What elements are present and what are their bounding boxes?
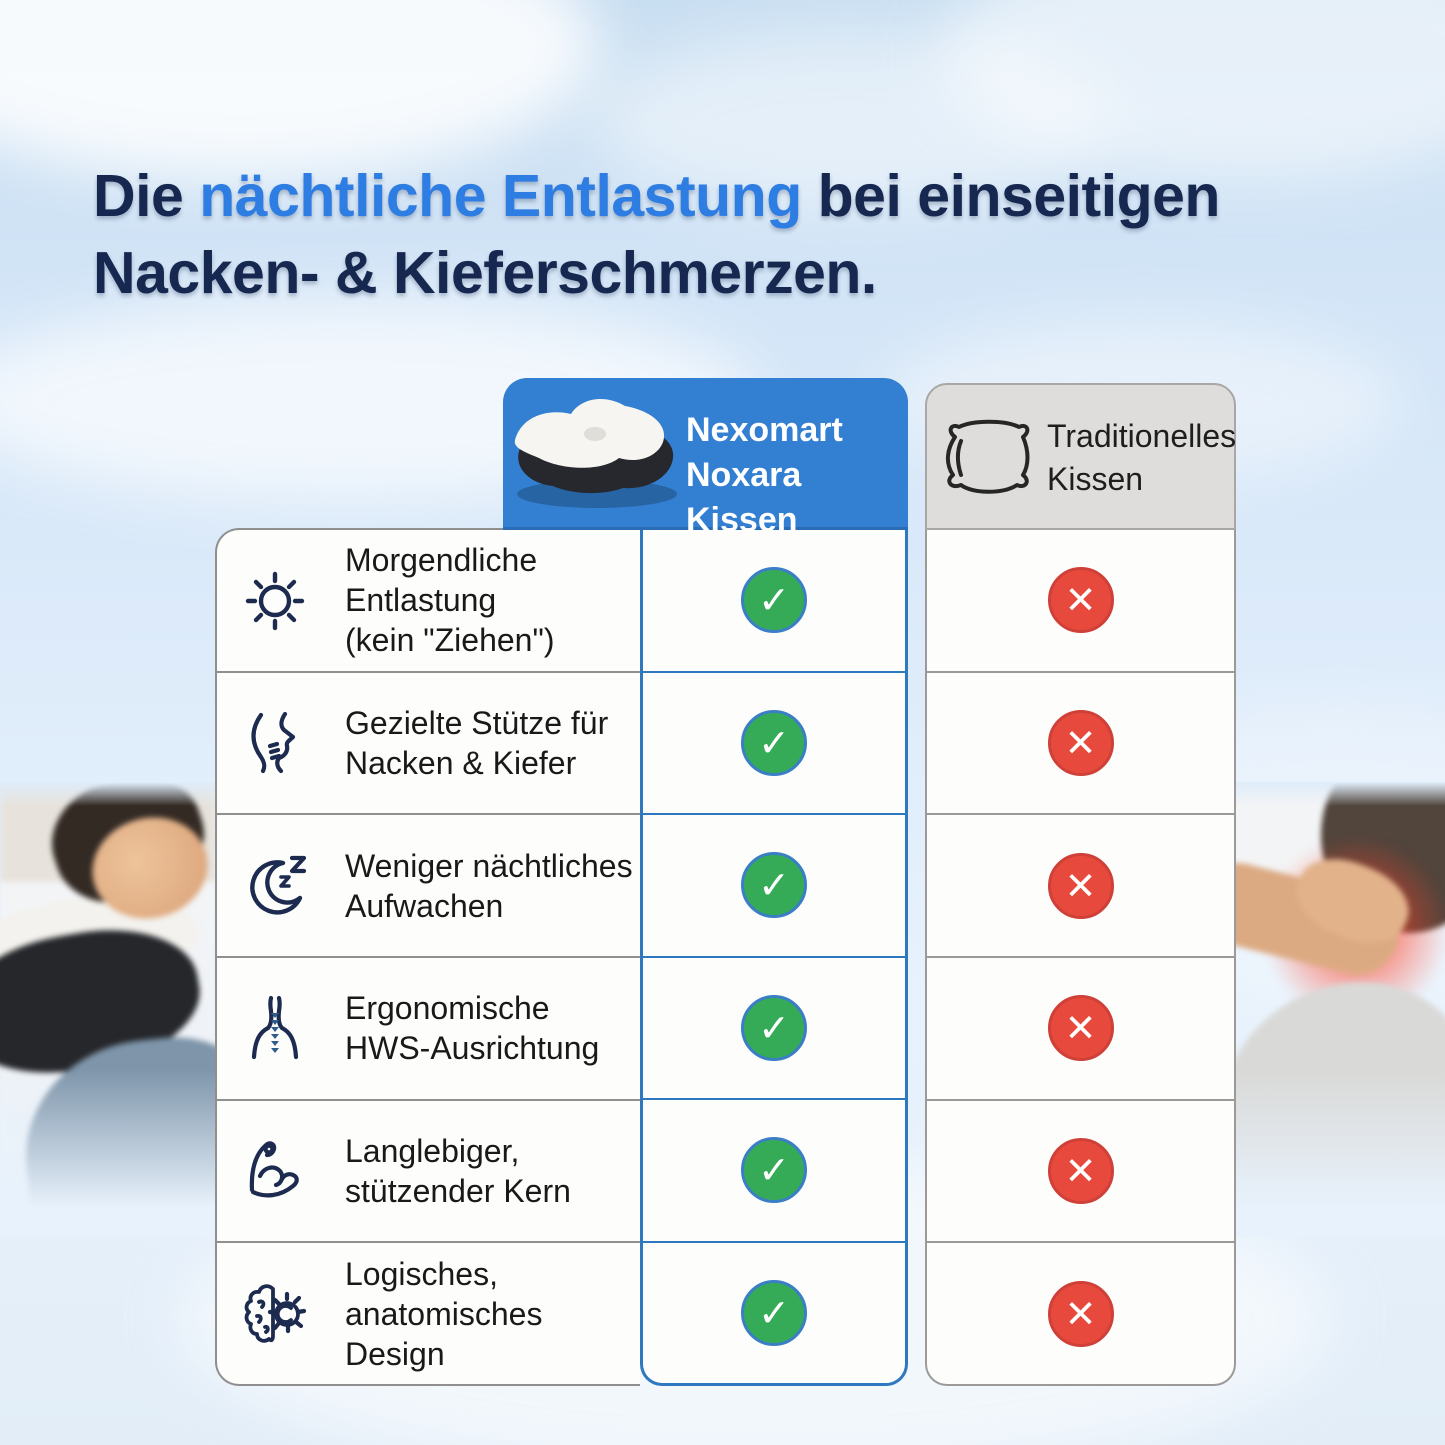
brain-gear-icon bbox=[244, 1283, 307, 1343]
feature-label: Gezielte Stütze für Nacken & Kiefer bbox=[345, 705, 609, 781]
photo-man-sleeping bbox=[0, 782, 216, 1237]
cross-icon bbox=[1047, 710, 1114, 776]
title-line2: Nacken- & Kieferschmerzen. bbox=[93, 240, 877, 306]
check-icon bbox=[741, 709, 807, 776]
photo-fade bbox=[0, 782, 216, 806]
traditional-results-column bbox=[925, 530, 1236, 1386]
title-part2: bei einseitigen bbox=[801, 163, 1221, 229]
pillow-outline-icon bbox=[946, 419, 1030, 494]
check-icon bbox=[741, 1279, 807, 1346]
page-title: Die nächtliche Entlastung bei einseitige… bbox=[93, 158, 1393, 312]
neck-profile-icon bbox=[251, 711, 296, 774]
feature-label: Langlebiger, stützender Kern bbox=[345, 1133, 571, 1210]
traditional-name: Traditionelles Kissen bbox=[1047, 418, 1237, 497]
title-part1: Die bbox=[93, 163, 200, 229]
bicep-icon bbox=[249, 1141, 299, 1198]
traditional-cell bbox=[927, 1241, 1234, 1384]
traditional-column-header: Traditionelles Kissen bbox=[925, 383, 1236, 530]
product-cell bbox=[643, 530, 905, 671]
feature-label: Morgendliche Entlastung (kein "Ziehen") bbox=[345, 542, 555, 659]
feature-row: Logisches, anatomisches Design bbox=[217, 1241, 640, 1384]
feature-row: Weniger nächtliches Aufwachen bbox=[217, 813, 640, 956]
product-cell bbox=[643, 813, 905, 956]
photo-fade bbox=[1229, 782, 1445, 806]
product-cell bbox=[643, 1098, 905, 1241]
feature-label: Logisches, anatomisches Design bbox=[345, 1255, 543, 1372]
cross-icon bbox=[1047, 1138, 1114, 1205]
spine-icon bbox=[251, 996, 299, 1060]
product-cell bbox=[643, 955, 905, 1099]
contour-pillow-photo bbox=[514, 399, 677, 508]
title-highlight: nächtliche Entlastung bbox=[199, 163, 802, 229]
check-icon bbox=[741, 1137, 807, 1204]
traditional-cell bbox=[927, 530, 1234, 671]
photo-fade bbox=[1229, 1069, 1445, 1237]
feature-label: Ergonomische HWS-Ausrichtung bbox=[345, 990, 600, 1067]
traditional-cell bbox=[927, 670, 1234, 814]
product-results-column bbox=[640, 530, 908, 1386]
product-column-header: Nexomart Noxara Kissen bbox=[503, 378, 908, 539]
feature-row: Gezielte Stütze für Nacken & Kiefer bbox=[217, 670, 640, 814]
cross-icon bbox=[1047, 1280, 1114, 1347]
feature-label: Weniger nächtliches Aufwachen bbox=[345, 847, 633, 924]
check-icon bbox=[741, 567, 807, 634]
cloud bbox=[0, 0, 600, 180]
traditional-cell bbox=[927, 1098, 1234, 1242]
product-name: Nexomart Noxara Kissen bbox=[686, 411, 843, 539]
cross-icon bbox=[1047, 995, 1114, 1062]
check-icon bbox=[741, 852, 807, 919]
traditional-cell bbox=[927, 956, 1234, 1099]
traditional-cell bbox=[927, 813, 1234, 956]
feature-row: Langlebiger, stützender Kern bbox=[217, 1098, 640, 1242]
feature-list: Morgendliche Entlastung (kein "Ziehen") … bbox=[215, 528, 640, 1386]
photo-man-neck-pain bbox=[1229, 782, 1445, 1237]
feature-row: Morgendliche Entlastung (kein "Ziehen") bbox=[217, 530, 640, 671]
moon-sleep-icon bbox=[250, 855, 307, 915]
photo-fade bbox=[0, 1069, 216, 1237]
check-icon bbox=[741, 994, 807, 1061]
feature-row: Ergonomische HWS-Ausrichtung bbox=[217, 956, 640, 1099]
cross-icon bbox=[1047, 567, 1114, 634]
product-cell bbox=[643, 1240, 905, 1384]
sun-icon bbox=[245, 572, 305, 631]
product-cell bbox=[643, 670, 905, 814]
cross-icon bbox=[1047, 852, 1114, 919]
